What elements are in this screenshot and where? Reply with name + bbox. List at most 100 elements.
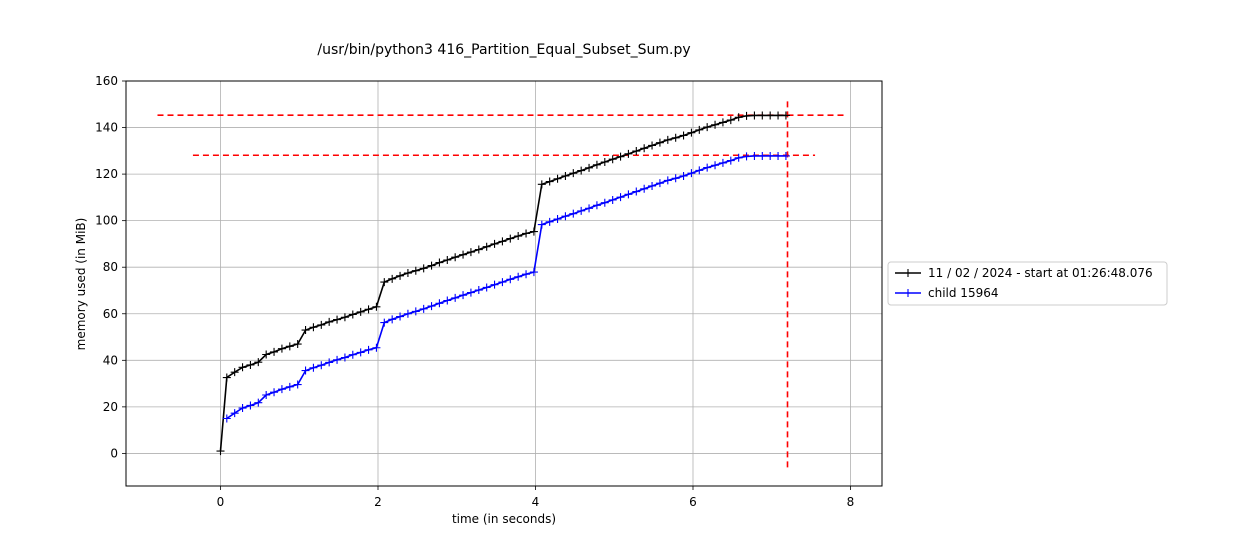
- data-point: [482, 283, 491, 292]
- reference-lines: [157, 99, 847, 468]
- data-point: [774, 151, 783, 160]
- data-point: [333, 315, 342, 324]
- data-point: [325, 317, 334, 326]
- data-point: [632, 147, 641, 156]
- data-point: [742, 111, 751, 120]
- data-point: [238, 404, 247, 413]
- y-tick-label: 80: [103, 260, 118, 274]
- data-point: [340, 313, 349, 322]
- data-point: [427, 302, 436, 311]
- data-point: [277, 385, 286, 394]
- data-point: [466, 288, 475, 297]
- data-point: [372, 343, 381, 352]
- data-point: [585, 163, 594, 172]
- data-point: [348, 350, 357, 359]
- data-point: [663, 176, 672, 185]
- data-point: [726, 116, 735, 125]
- data-point: [766, 111, 775, 120]
- data-point: [254, 358, 263, 367]
- data-point: [514, 272, 523, 281]
- data-point: [277, 344, 286, 353]
- data-point: [600, 158, 609, 166]
- data-point: [537, 180, 546, 189]
- data-point: [529, 268, 538, 277]
- data-point: [687, 169, 696, 178]
- data-point: [506, 234, 515, 243]
- data-point: [317, 320, 326, 329]
- data-point: [270, 388, 279, 397]
- data-point: [301, 366, 310, 375]
- data-point: [616, 193, 625, 202]
- x-axis-label: time (in seconds): [452, 512, 556, 526]
- data-point: [592, 201, 601, 210]
- data-point: [648, 181, 657, 190]
- data-point: [325, 358, 334, 367]
- data-point: [490, 239, 499, 248]
- data-point: [262, 350, 271, 359]
- data-point: [671, 174, 680, 183]
- data-point: [624, 149, 633, 158]
- data-point: [679, 171, 688, 180]
- data-point: [443, 296, 452, 305]
- data-point: [403, 269, 412, 278]
- data-point: [663, 135, 672, 144]
- data-point: [734, 113, 743, 122]
- data-point: [388, 315, 397, 324]
- data-point: [640, 144, 649, 153]
- data-point: [301, 326, 310, 335]
- data-point: [285, 342, 294, 351]
- data-point: [246, 360, 255, 369]
- data-point: [396, 312, 405, 321]
- data-point: [254, 398, 263, 407]
- data-point: [238, 363, 247, 372]
- data-point: [364, 305, 373, 314]
- data-point: [718, 118, 727, 127]
- series-group: [216, 111, 790, 456]
- data-point: [380, 278, 389, 287]
- data-point: [498, 278, 507, 287]
- data-point: [356, 307, 365, 316]
- legend: 11 / 02 / 2024 - start at 01:26:48.076 ch…: [887, 261, 1168, 306]
- data-point: [270, 347, 279, 356]
- data-point: [624, 190, 633, 199]
- y-tick-label: 100: [95, 214, 118, 228]
- data-point: [317, 361, 326, 370]
- data-point: [679, 131, 688, 140]
- data-point: [734, 153, 743, 162]
- chart-title: /usr/bin/python3 416_Partition_Equal_Sub…: [317, 42, 690, 58]
- data-point: [396, 271, 405, 280]
- data-point: [309, 363, 318, 372]
- data-point: [293, 380, 302, 389]
- data-point: [569, 169, 578, 178]
- series-line-1: [226, 155, 786, 420]
- data-point: [364, 345, 373, 354]
- y-tick-label: 140: [95, 121, 118, 135]
- data-point: [522, 229, 531, 238]
- data-point: [640, 184, 649, 193]
- data-point: [687, 128, 696, 137]
- data-point: [411, 307, 420, 316]
- data-point: [577, 166, 586, 175]
- data-point: [514, 232, 523, 241]
- data-point: [419, 304, 428, 313]
- data-point: [230, 368, 239, 377]
- data-point: [545, 177, 554, 186]
- data-point: [592, 160, 601, 169]
- plot-area-frame: [125, 80, 883, 487]
- data-point: [490, 280, 499, 289]
- data-point: [380, 318, 389, 327]
- x-tick-label: 0: [217, 495, 225, 509]
- y-axis-label: memory used (in MiB): [74, 218, 88, 351]
- data-point: [577, 206, 586, 215]
- data-point: [222, 414, 231, 423]
- data-point: [222, 373, 231, 382]
- x-tick-label: 4: [532, 495, 540, 509]
- legend-label: child 15964: [928, 286, 998, 300]
- data-point: [711, 120, 720, 129]
- data-point: [553, 215, 562, 224]
- y-tick-label: 60: [103, 307, 118, 321]
- data-point: [569, 209, 578, 218]
- data-point: [545, 217, 554, 226]
